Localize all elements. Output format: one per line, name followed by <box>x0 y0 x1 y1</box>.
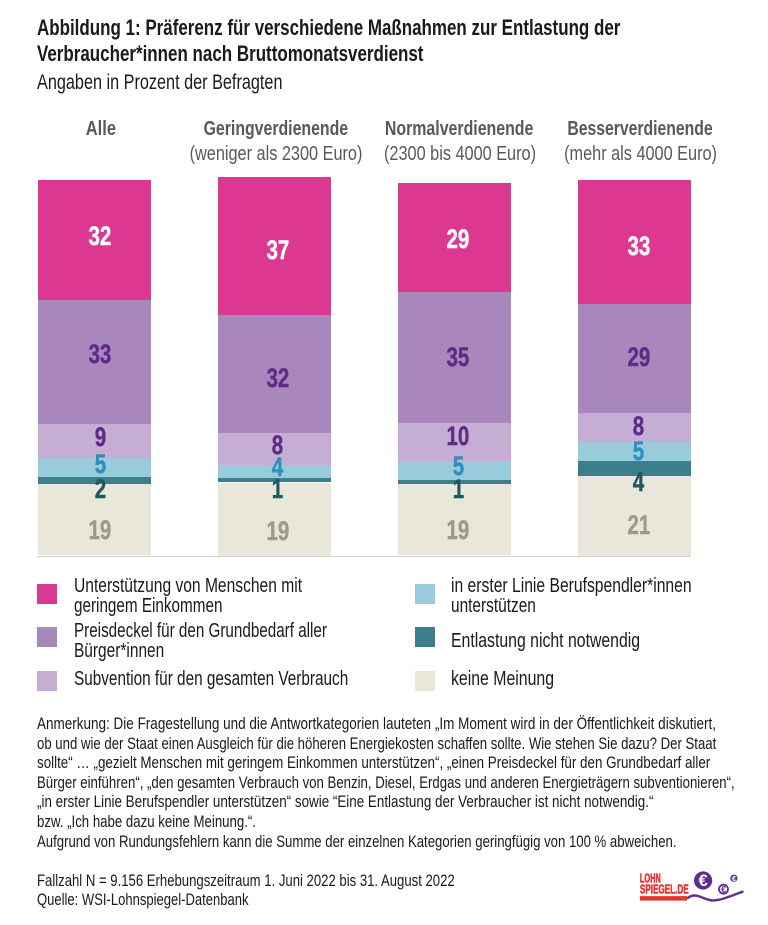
svg-text:€: € <box>732 874 736 883</box>
svg-text:LOHN: LOHN <box>640 872 661 886</box>
svg-text:SPIEGEL.DE: SPIEGEL.DE <box>640 882 689 896</box>
svg-text:€: € <box>721 884 726 894</box>
svg-text:€: € <box>699 872 708 890</box>
